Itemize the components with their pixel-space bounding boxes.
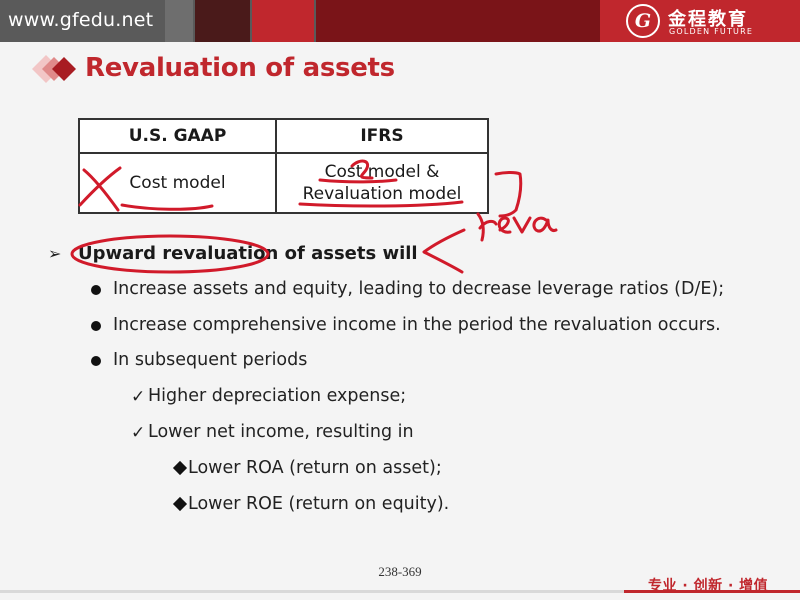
table-header-row: U.S. GAAP IFRS bbox=[78, 118, 489, 154]
main-point: Upward revaluation of assets will bbox=[78, 243, 418, 264]
bullet-dot-icon bbox=[91, 356, 101, 366]
handwriting-mark bbox=[512, 216, 532, 234]
header-decor-block bbox=[165, 0, 193, 42]
logo-mark-icon: G bbox=[626, 4, 660, 38]
handwriting-mark bbox=[476, 212, 498, 242]
bullet-item: Increase assets and equity, leading to d… bbox=[113, 279, 725, 299]
diamond-bullet-icon bbox=[172, 460, 188, 476]
diamond-bullet-icon bbox=[172, 496, 188, 512]
bullet-dot-icon bbox=[91, 285, 101, 295]
arrow-mark bbox=[422, 228, 466, 274]
bullet-dot-icon bbox=[91, 321, 101, 331]
logo-name-en: GOLDEN FUTURE bbox=[669, 27, 754, 36]
table-header-gaap: U.S. GAAP bbox=[78, 118, 277, 154]
header-decor-block bbox=[195, 0, 250, 42]
sub-item: Lower ROA (return on asset); bbox=[188, 458, 442, 478]
ifrs-line-1: Cost model & bbox=[324, 162, 440, 182]
handwriting-mark bbox=[497, 216, 512, 234]
footer-rule bbox=[0, 590, 800, 593]
ifrs-line-2: Revaluation model bbox=[302, 184, 462, 204]
check-item: Lower net income, resulting in bbox=[148, 422, 414, 442]
handwriting-mark bbox=[532, 216, 558, 233]
logo-name-cn: 金程教育 bbox=[668, 9, 748, 30]
brand-logo: G 金程教育 GOLDEN FUTURE bbox=[626, 4, 796, 40]
title-diamond-icon bbox=[32, 55, 76, 83]
arrow-bullet-icon: ➢ bbox=[48, 244, 62, 263]
page-number: 238-369 bbox=[378, 564, 422, 579]
header-decor-block bbox=[252, 0, 314, 42]
check-item: Higher depreciation expense; bbox=[148, 386, 407, 406]
bullet-item: Increase comprehensive income in the per… bbox=[113, 315, 721, 335]
comparison-table: U.S. GAAP IFRS Cost model Cost model & R… bbox=[78, 118, 489, 214]
bullet-item: In subsequent periods bbox=[113, 350, 308, 370]
checkmark-icon: ✓ bbox=[131, 387, 146, 407]
site-url[interactable]: www.gfedu.net bbox=[8, 9, 154, 31]
bracket-mark bbox=[494, 171, 523, 218]
table-row: Cost model Cost model & Revaluation mode… bbox=[78, 152, 489, 214]
sub-item: Lower ROE (return on equity). bbox=[188, 494, 450, 514]
checkmark-icon: ✓ bbox=[131, 423, 146, 443]
slide-title: Revaluation of assets bbox=[85, 53, 395, 83]
header-bar: www.gfedu.net G 金程教育 GOLDEN FUTURE bbox=[0, 0, 800, 42]
table-header-ifrs: IFRS bbox=[275, 118, 489, 154]
table-cell-ifrs: Cost model & Revaluation model bbox=[275, 152, 489, 214]
table-cell-gaap: Cost model bbox=[78, 152, 277, 214]
